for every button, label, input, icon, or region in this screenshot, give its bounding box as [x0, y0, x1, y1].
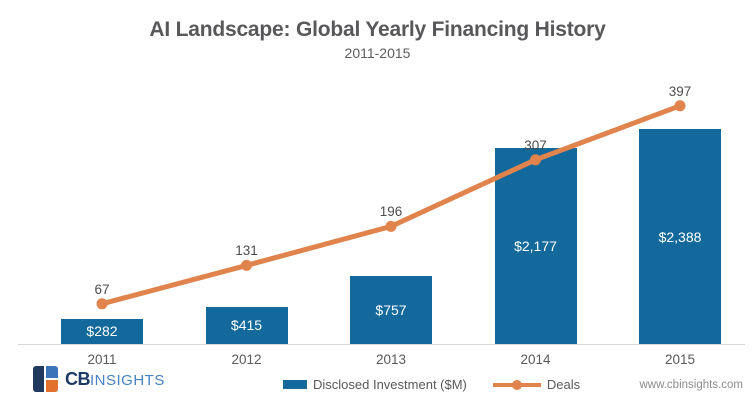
deals-value-label: 196 [379, 204, 403, 220]
deals-value-label: 67 [94, 281, 110, 297]
investment-bar-2013: $757 [350, 275, 432, 344]
investment-bar-2014: $2,177 [494, 147, 577, 344]
chart-title: AI Landscape: Global Yearly Financing Hi… [149, 18, 606, 41]
deals-point-2011 [96, 298, 108, 310]
legend-item-investment: Disclosed Investment ($M) [283, 377, 467, 392]
investment-bar-2011: $282 [61, 318, 143, 344]
x-axis-line [18, 344, 745, 345]
investment-legend-swatch [283, 380, 307, 389]
logo-block-blue [46, 366, 58, 378]
deals-point-2015 [674, 100, 686, 112]
deals-value-label: 307 [524, 137, 547, 153]
cbinsights-logo: CBINSIGHTS [33, 366, 165, 392]
logo-text-insights: INSIGHTS [90, 371, 165, 389]
logo-wordmark: CBINSIGHTS [65, 369, 165, 390]
investment-bar-2015: $2,388 [639, 129, 721, 344]
legend-item-deals: Deals [492, 377, 581, 392]
deals-value-label: 131 [235, 243, 258, 259]
x-axis-label-2012: 2012 [231, 352, 262, 367]
deals-legend-swatch [492, 379, 541, 390]
x-axis-label-2013: 2013 [375, 352, 407, 367]
site-url: www.cbinsights.com [639, 379, 743, 391]
x-axis-label-2014: 2014 [520, 352, 551, 367]
logo-block-orange [46, 380, 58, 392]
cbinsights-logo-icon [33, 366, 60, 392]
deals-legend-dot [511, 379, 522, 390]
bar-value-label: $415 [230, 317, 263, 334]
x-axis-label-2015: 2015 [664, 352, 696, 367]
deals-legend-label: Deals [546, 377, 581, 392]
logo-text-cb: CB [65, 368, 91, 389]
chart-legend: Disclosed Investment ($M) Deals [283, 377, 580, 392]
investment-legend-label: Disclosed Investment ($M) [313, 377, 467, 392]
bar-value-label: $2,177 [514, 237, 557, 254]
bar-value-label: $2,388 [658, 228, 702, 245]
x-axis-label-2011: 2011 [87, 352, 117, 367]
bar-value-label: $757 [375, 301, 407, 318]
deals-value-label: 397 [668, 83, 692, 99]
chart-subtitle: 2011-2015 [344, 45, 411, 61]
bar-value-label: $282 [86, 323, 118, 340]
deals-point-2013 [385, 220, 397, 232]
investment-bar-2012: $415 [205, 306, 288, 344]
logo-block-navy [33, 366, 44, 392]
deals-point-2012 [241, 259, 252, 271]
